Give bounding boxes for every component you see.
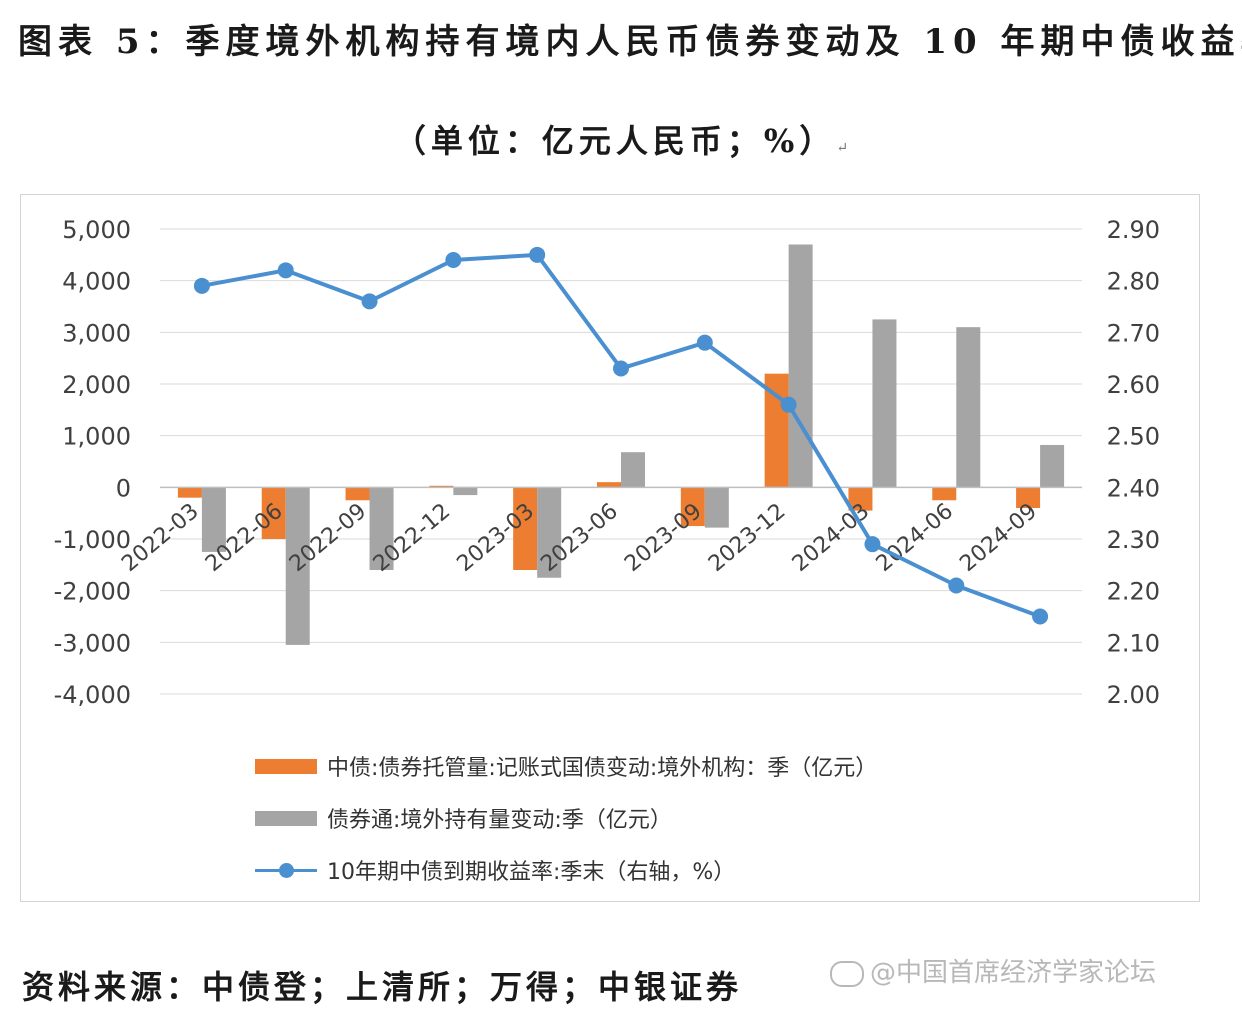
bar-treasury bbox=[597, 482, 621, 488]
right-axis-tick-label: 2.20 bbox=[1107, 578, 1160, 606]
left-axis-tick-label: 4,000 bbox=[62, 268, 131, 296]
right-axis-tick-label: 2.10 bbox=[1107, 629, 1160, 657]
left-axis-tick-label: -2,000 bbox=[54, 578, 131, 606]
category-label: 2024-03 bbox=[788, 499, 874, 577]
yield-point bbox=[445, 252, 462, 268]
bar-treasury bbox=[764, 373, 789, 488]
wechat-icon bbox=[830, 960, 864, 987]
legend-label-yield: 10年期中债到期收益率:季末（右轴，%） bbox=[327, 860, 736, 885]
bar-treasury bbox=[932, 487, 957, 501]
yield-point bbox=[864, 536, 881, 553]
left-axis-tick-label: -4,000 bbox=[54, 681, 131, 709]
bar-treasury bbox=[345, 487, 370, 501]
bar-bondconnect bbox=[537, 487, 562, 578]
bar-treasury bbox=[429, 485, 454, 488]
yield-point bbox=[780, 396, 797, 413]
left-axis-tick-label: 1,000 bbox=[62, 423, 131, 451]
bar-treasury bbox=[1016, 487, 1041, 508]
left-axis-tick-label: 2,000 bbox=[62, 371, 131, 399]
watermark: @中国首席经济学家论坛 bbox=[830, 952, 1156, 989]
bar-treasury bbox=[261, 487, 286, 539]
legend-swatch-orange bbox=[255, 758, 317, 774]
bar-bondconnect bbox=[369, 487, 394, 570]
bar-bondconnect bbox=[956, 327, 981, 488]
bar-treasury bbox=[680, 487, 705, 527]
legend-item-bondconnect: 债券通:境外持有量变动:季（亿元） bbox=[255, 792, 877, 844]
bar-bondconnect bbox=[788, 244, 813, 488]
legend: 中债:债券托管量:记账式国债变动:境外机构：季（亿元） 债券通:境外持有量变动:… bbox=[255, 740, 877, 896]
bar-bondconnect bbox=[872, 319, 897, 488]
yield-point bbox=[613, 360, 629, 377]
bar-bondconnect bbox=[201, 487, 226, 552]
chart-frame bbox=[20, 194, 1200, 902]
bar-bondconnect bbox=[704, 487, 729, 528]
legend-label-bondconnect: 债券通:境外持有量变动:季（亿元） bbox=[327, 808, 672, 833]
chart-title: 图表 5：季度境外机构持有境内人民币债券变动及 10 年期中债收益率 bbox=[18, 22, 1242, 62]
source-note: 资料来源：中债登；上清所；万得；中银证券 bbox=[22, 968, 743, 1006]
yield-point bbox=[277, 262, 294, 279]
yield-point bbox=[1032, 608, 1049, 625]
right-axis-tick-label: 2.80 bbox=[1107, 268, 1160, 296]
legend-label-treasury: 中债:债券托管量:记账式国债变动:境外机构：季（亿元） bbox=[327, 756, 878, 781]
yield-point bbox=[361, 293, 378, 310]
left-axis-tick-label: -1,000 bbox=[54, 526, 131, 554]
legend-swatch-gray bbox=[255, 810, 317, 826]
left-axis-tick-label: -3,000 bbox=[54, 629, 131, 657]
legend-item-yield: 10年期中债到期收益率:季末（右轴，%） bbox=[255, 844, 877, 896]
category-label: 2023-09 bbox=[620, 499, 706, 577]
chart-subtitle: （单位：亿元人民币；%）↵ bbox=[393, 122, 849, 160]
left-axis-tick-label: 3,000 bbox=[62, 319, 131, 347]
category-label: 2024-09 bbox=[955, 499, 1041, 577]
right-axis-tick-label: 2.90 bbox=[1107, 216, 1160, 244]
yield-point bbox=[529, 246, 546, 263]
bar-bondconnect bbox=[621, 452, 645, 488]
bar-treasury bbox=[177, 487, 202, 498]
bar-bondconnect bbox=[453, 487, 478, 496]
left-axis-tick-label: 0 bbox=[116, 474, 131, 502]
bar-treasury bbox=[848, 487, 873, 511]
right-axis-tick-label: 2.60 bbox=[1107, 371, 1160, 399]
right-axis-tick-label: 2.50 bbox=[1107, 423, 1160, 451]
left-axis-tick-label: 5,000 bbox=[62, 216, 131, 244]
yield-point bbox=[696, 334, 713, 351]
bar-bondconnect bbox=[285, 487, 310, 645]
legend-swatch-line bbox=[255, 862, 317, 878]
right-axis-tick-label: 2.70 bbox=[1107, 319, 1160, 347]
yield-point bbox=[948, 577, 965, 594]
bar-bondconnect bbox=[1040, 444, 1065, 488]
bar-treasury bbox=[513, 487, 538, 570]
right-axis-tick-label: 2.40 bbox=[1107, 474, 1160, 502]
legend-item-treasury: 中债:债券托管量:记账式国债变动:境外机构：季（亿元） bbox=[255, 740, 877, 792]
return-mark: ↵ bbox=[836, 140, 849, 156]
right-axis-tick-label: 2.30 bbox=[1107, 526, 1160, 554]
yield-point bbox=[193, 277, 210, 294]
right-axis-tick-label: 2.00 bbox=[1107, 681, 1160, 709]
